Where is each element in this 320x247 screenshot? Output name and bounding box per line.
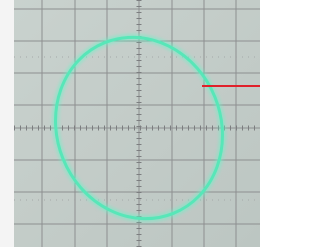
page: [0, 0, 260, 247]
bezel: [0, 0, 14, 247]
oscilloscope-photo: [0, 0, 260, 247]
